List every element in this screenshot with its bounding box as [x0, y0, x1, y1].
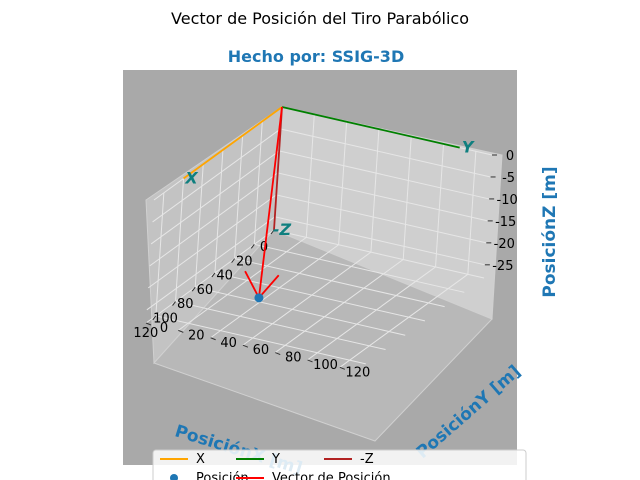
z-tick-label: -15	[495, 215, 516, 230]
z-axis-label: PosiciónZ [m]	[540, 166, 560, 297]
grid-line-y	[307, 143, 445, 361]
x-tick-label: 40	[216, 269, 233, 284]
z-tick-label: 0	[506, 149, 514, 164]
y-tick-mark	[178, 329, 184, 333]
legend-marker	[170, 474, 178, 480]
chart-subtitle: Hecho por: SSIG-3D	[228, 47, 404, 66]
y-tick-mark	[145, 322, 152, 326]
x-tick-mark	[152, 315, 157, 321]
grid-line-y	[242, 129, 380, 346]
legend-label: Y	[271, 452, 280, 467]
y-tick-mark	[307, 359, 313, 363]
y-tick-mark	[210, 337, 216, 341]
z-tick-label: -25	[492, 259, 513, 274]
y-tick-label: 100	[313, 358, 338, 373]
position-point	[254, 293, 264, 303]
axis-vector-label: -Z	[273, 220, 292, 239]
x-tick-mark	[270, 229, 275, 235]
x-tick-label: 100	[153, 312, 178, 327]
z-tick-label: -10	[497, 193, 518, 208]
grid-line-y	[178, 114, 315, 331]
arrow-head	[244, 270, 260, 299]
x-tick-label: 120	[133, 326, 158, 341]
legend-label: -Z	[360, 452, 374, 467]
x-tick-mark	[211, 272, 216, 278]
y-tick-label: 120	[345, 365, 370, 380]
z-tick-label: -20	[494, 237, 515, 252]
x-tick-label: 20	[236, 254, 253, 269]
x-tick-label: 80	[177, 297, 194, 312]
y-tick-label: 80	[285, 351, 302, 366]
legend: X Y -Z Posición Vector de Posición	[152, 449, 527, 480]
series-line-2	[273, 106, 283, 231]
arrow-head	[258, 274, 280, 299]
legend-box	[152, 449, 527, 480]
x-tick-label: 0	[260, 240, 268, 255]
y-tick-mark	[339, 366, 346, 370]
grid-line-y	[210, 121, 348, 339]
x-tick-mark	[250, 244, 255, 249]
x-tick-label: 60	[197, 283, 214, 298]
legend-label: X	[196, 452, 205, 467]
chart-title: Vector de Posición del Tiro Parabólico	[171, 9, 469, 28]
x-tick-mark	[231, 258, 236, 263]
axis-vector-label: X	[184, 169, 198, 188]
legend-label: Vector de Posición	[272, 471, 391, 480]
x-tick-mark	[191, 286, 196, 292]
axis-vector-label: Y	[462, 138, 475, 157]
y-tick-label: 0	[160, 321, 168, 336]
data-series: X Y -Z	[183, 106, 475, 303]
y-tick-mark	[242, 344, 249, 348]
y-tick-label: 60	[253, 343, 270, 358]
y-tick-label: 20	[188, 328, 205, 343]
series-line-0	[183, 106, 283, 180]
grid-line-y	[339, 151, 477, 368]
series-line-1	[281, 106, 460, 149]
y-tick-mark	[275, 352, 281, 356]
series-line-3	[258, 106, 283, 298]
x-tick-mark	[172, 301, 176, 306]
y-tick-label: 40	[220, 336, 237, 351]
z-tick-label: -5	[502, 171, 515, 186]
grid-line-y	[274, 136, 412, 353]
legend-label: Posición	[196, 471, 249, 480]
